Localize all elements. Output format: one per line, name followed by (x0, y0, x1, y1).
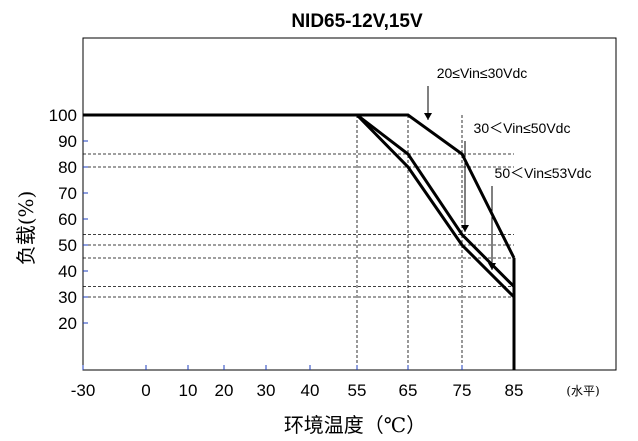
series-line-2 (83, 113, 516, 288)
x-tick-label-40: 40 (301, 381, 320, 400)
y-tick-label-80: 80 (58, 158, 77, 177)
y-tick-label-90: 90 (58, 132, 77, 151)
x-tick-label-85: 85 (505, 381, 524, 400)
plot-area (82, 37, 617, 371)
x-axis-label: 环境温度（℃） (284, 413, 426, 437)
y-tick-label-70: 70 (58, 184, 77, 203)
series-pointer-arrow-1 (424, 113, 432, 120)
y-tick-label-30: 30 (58, 288, 77, 307)
series-line-3 (83, 113, 516, 299)
x-tick-label-20: 20 (215, 381, 234, 400)
x-tick-label-10: 10 (179, 381, 198, 400)
x-tick-label-0: 0 (141, 381, 150, 400)
x-tick-label-75: 75 (453, 381, 472, 400)
series-pointer-arrow-3 (488, 263, 496, 270)
series-annotations: 20≤Vin≤30Vdc 30＜Vin≤50Vdc 50＜Vin≤53Vdc (424, 65, 591, 270)
y-tick-label-100: 100 (49, 106, 77, 125)
series-label-3: 50＜Vin≤53Vdc (495, 165, 592, 181)
y-tick-label-60: 60 (58, 210, 77, 229)
guide-lines (83, 115, 514, 370)
x-axis-unit-note: (水平) (566, 384, 599, 398)
chart-title: NID65-12V,15V (291, 11, 423, 32)
y-axis-ticks: 20 30 40 50 60 70 80 90 100 (49, 106, 88, 333)
y-tick-label-20: 20 (58, 314, 77, 333)
x-tick-label-65: 65 (399, 381, 418, 400)
series-label-2: 30＜Vin≤50Vdc (474, 120, 571, 136)
series-pointer-arrow-2 (461, 225, 469, 232)
y-axis-label: 负载(%) (14, 191, 38, 266)
x-tick-label-30: 30 (257, 381, 276, 400)
y-tick-label-50: 50 (58, 236, 77, 255)
series-lines (83, 113, 516, 370)
series-line-1 (83, 113, 516, 259)
y-tick-label-40: 40 (58, 262, 77, 281)
x-tick-label-55: 55 (348, 381, 367, 400)
x-tick-label--30: -30 (71, 381, 96, 400)
x-axis-ticks: -30 0 10 20 30 40 55 65 75 85 (71, 365, 524, 400)
series-label-1: 20≤Vin≤30Vdc (437, 65, 528, 81)
